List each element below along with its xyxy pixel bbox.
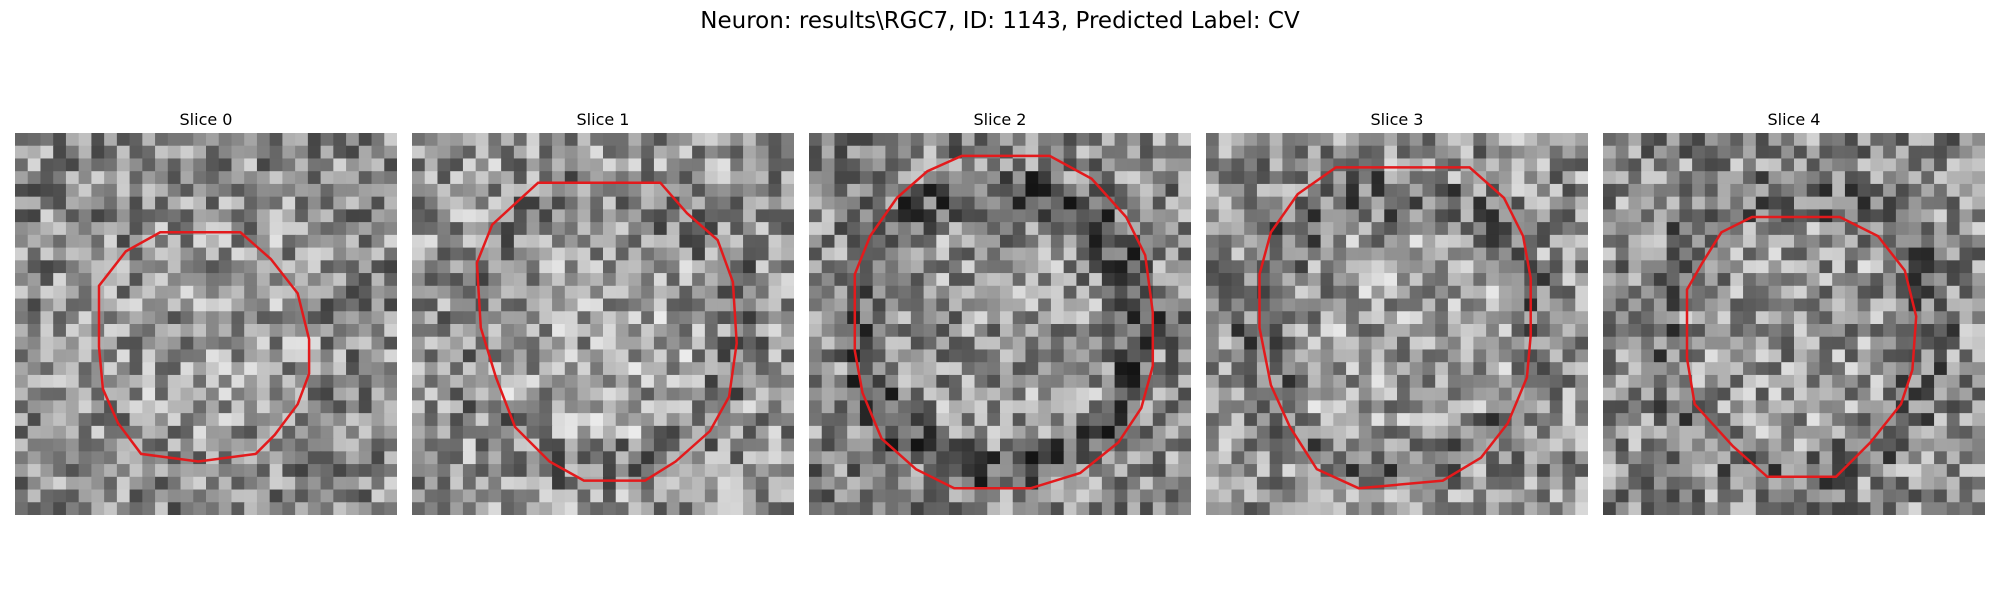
slice-title: Slice 1 bbox=[576, 110, 630, 129]
slice-image bbox=[15, 133, 397, 515]
slice-image bbox=[1603, 133, 1985, 515]
cell-contour bbox=[97, 231, 311, 463]
slice-image bbox=[809, 133, 1191, 515]
cell-contour bbox=[475, 181, 738, 482]
cell-contour bbox=[1685, 215, 1918, 479]
slice-image bbox=[1206, 133, 1588, 515]
slice-title: Slice 4 bbox=[1767, 110, 1821, 129]
cell-contour bbox=[1258, 166, 1532, 490]
slice-title: Slice 0 bbox=[179, 110, 233, 129]
slice-title: Slice 2 bbox=[973, 110, 1027, 129]
slice-title: Slice 3 bbox=[1370, 110, 1424, 129]
slice-image bbox=[412, 133, 794, 515]
cell-contour bbox=[853, 154, 1155, 490]
figure-title: Neuron: results\RGC7, ID: 1143, Predicte… bbox=[700, 8, 1300, 34]
